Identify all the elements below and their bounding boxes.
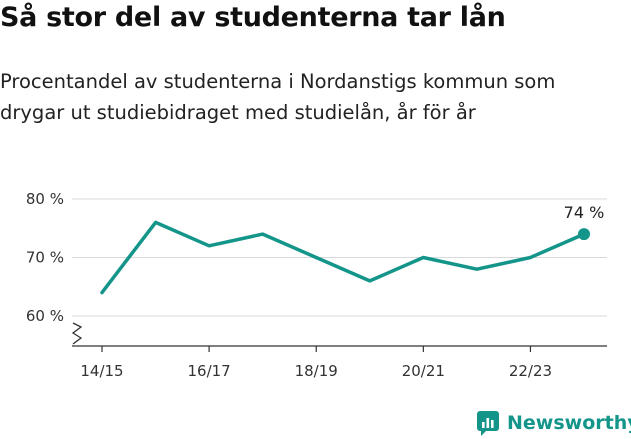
- subtitle-line-2: drygar ut studiebidraget med studielån, …: [0, 101, 476, 124]
- x-tick-label: 20/21: [402, 362, 445, 380]
- x-tick-label: 14/15: [80, 362, 123, 380]
- x-tick-label: 18/19: [295, 362, 338, 380]
- grid-lines: [72, 198, 607, 317]
- last-value-label: 74 %: [564, 203, 605, 222]
- brand-logo: Newsworthy: [476, 409, 631, 437]
- y-tick-label: 70 %: [26, 249, 64, 267]
- newsworthy-logo-icon: [477, 411, 499, 436]
- series-line: [100, 220, 586, 295]
- annotations: 74 %: [564, 203, 605, 241]
- x-axis: 14/15 16/17 18/19 20/21 22/23: [71, 322, 607, 380]
- x-tick-label: 16/17: [187, 362, 230, 380]
- last-value-marker: [578, 228, 590, 241]
- line-chart: 60 % 70 % 80 % 14/15 16/17 18/19 20/21 22/23 7…: [26, 190, 607, 380]
- y-axis-ticks: 60 % 70 % 80 %: [26, 190, 64, 325]
- axis-break-icon: [71, 322, 83, 345]
- brand-name: Newsworthy: [507, 412, 631, 434]
- data-series: [100, 220, 586, 295]
- y-tick-label: 80 %: [26, 190, 64, 208]
- chart-subtitle: Procentandel av studenterna i Nordanstig…: [0, 66, 631, 128]
- y-tick-label: 60 %: [26, 307, 64, 325]
- chart-title: Så stor del av studenterna tar lån: [0, 2, 506, 33]
- subtitle-line-1: Procentandel av studenterna i Nordanstig…: [0, 70, 556, 93]
- x-tick-label: 22/23: [509, 362, 552, 380]
